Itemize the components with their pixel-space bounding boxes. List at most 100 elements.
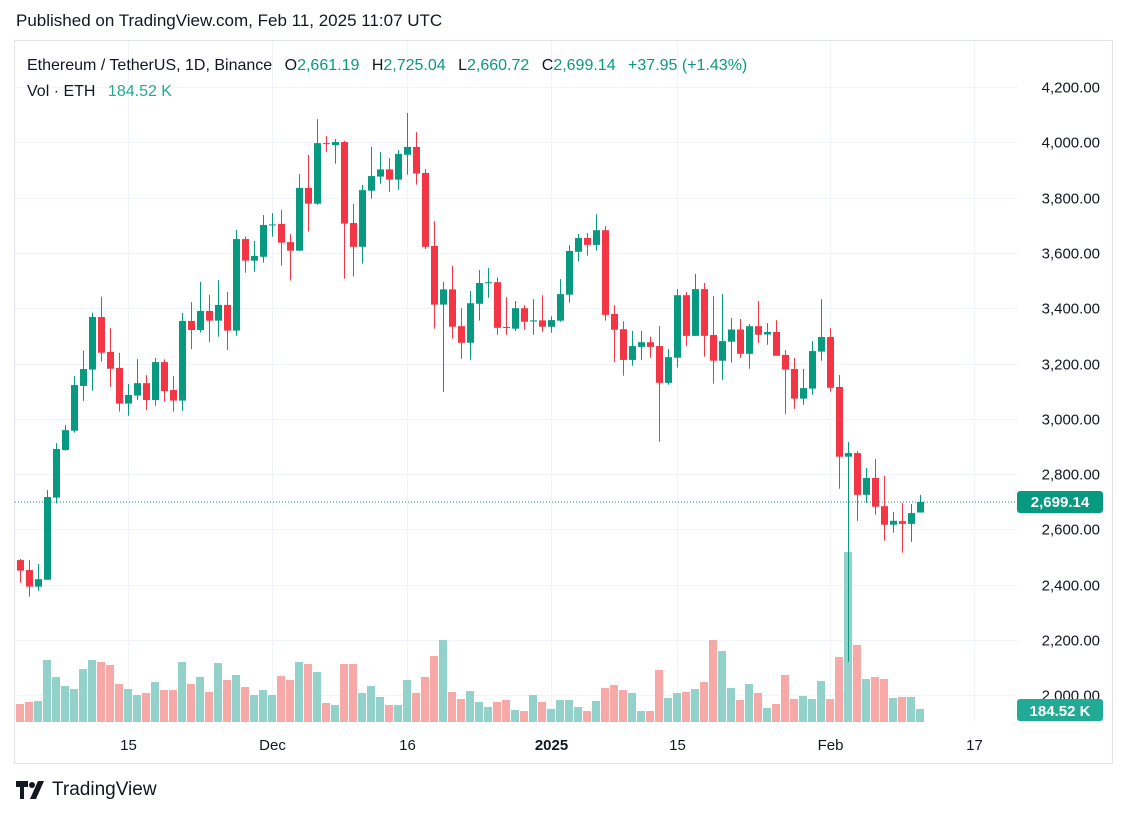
volume-bar bbox=[106, 665, 114, 722]
x-tick-label: 2025 bbox=[535, 737, 568, 754]
candle-body bbox=[53, 448, 60, 498]
volume-bar bbox=[871, 676, 879, 722]
chart-legend: Ethereum / TetherUS, 1D, Binance O2,661.… bbox=[27, 53, 747, 105]
candle bbox=[602, 226, 609, 321]
candle bbox=[395, 150, 402, 190]
volume-bar bbox=[187, 684, 195, 722]
volume-bar bbox=[295, 661, 303, 722]
candle-body bbox=[665, 357, 672, 383]
candle-body bbox=[242, 239, 249, 261]
candle bbox=[422, 169, 429, 250]
volume-bar bbox=[349, 664, 357, 722]
volume-bar bbox=[718, 650, 726, 722]
candle-body bbox=[476, 283, 483, 304]
candle-body bbox=[386, 169, 393, 180]
volume-bar bbox=[421, 676, 429, 722]
volume-bar bbox=[898, 696, 906, 722]
candle bbox=[755, 301, 762, 343]
volume-bar bbox=[754, 692, 762, 722]
candle-body bbox=[314, 143, 321, 204]
x-tick-label: Dec bbox=[259, 737, 286, 754]
volume-bar bbox=[313, 671, 321, 722]
volume-bar bbox=[430, 655, 438, 722]
candle bbox=[512, 301, 519, 331]
x-tick-label: 17 bbox=[966, 737, 983, 754]
candle-body bbox=[134, 383, 141, 396]
candle-body bbox=[116, 367, 123, 404]
volume-bar bbox=[151, 681, 159, 722]
candle bbox=[188, 302, 195, 350]
candle bbox=[161, 359, 168, 402]
candle bbox=[242, 236, 249, 273]
volume-bar bbox=[250, 695, 258, 722]
volume-bar bbox=[178, 661, 186, 722]
candle bbox=[359, 184, 366, 264]
volume-bar bbox=[412, 692, 420, 722]
candle bbox=[107, 328, 114, 387]
candle-body bbox=[332, 142, 339, 146]
volume-bar bbox=[160, 690, 168, 722]
candle-body bbox=[377, 169, 384, 177]
candle-body bbox=[296, 187, 303, 251]
candle bbox=[377, 151, 384, 184]
candle bbox=[890, 511, 897, 533]
volume-bar bbox=[817, 680, 825, 722]
time-axis[interactable]: 15 Dec 16 2025 15 Feb 17 bbox=[120, 737, 983, 754]
candle bbox=[386, 158, 393, 192]
volume-bar bbox=[403, 680, 411, 722]
candle-body bbox=[773, 331, 780, 356]
volume-bar bbox=[826, 699, 834, 722]
volume-bar bbox=[880, 679, 888, 722]
candle-body bbox=[827, 336, 834, 388]
candle-body bbox=[359, 190, 366, 247]
volume-bar bbox=[511, 710, 519, 722]
last-price-badge: 2,699.14 bbox=[1017, 490, 1103, 513]
candle-body bbox=[656, 346, 663, 383]
x-tick-label: 15 bbox=[120, 737, 137, 754]
volume-bar bbox=[700, 681, 708, 722]
candle bbox=[215, 279, 222, 337]
symbol-title[interactable]: Ethereum / TetherUS, 1D, Binance bbox=[27, 57, 273, 74]
candle-body bbox=[764, 331, 771, 335]
tradingview-logo-icon bbox=[16, 781, 44, 799]
candle-body bbox=[683, 295, 690, 336]
candle bbox=[548, 316, 555, 333]
last-price-label: 2,699.14 bbox=[1031, 494, 1090, 511]
candle bbox=[98, 296, 105, 362]
candle bbox=[656, 326, 663, 442]
candle-body bbox=[17, 560, 24, 571]
volume-bar bbox=[547, 708, 555, 722]
candle-body bbox=[692, 289, 699, 336]
candle bbox=[638, 330, 645, 360]
candle-body bbox=[548, 320, 555, 327]
candle-body bbox=[836, 387, 843, 457]
volume-bar bbox=[601, 687, 609, 722]
candle-body bbox=[800, 388, 807, 399]
volume-bar bbox=[25, 701, 33, 722]
candle bbox=[557, 279, 564, 322]
volume-bar bbox=[331, 705, 339, 722]
candle bbox=[719, 294, 726, 380]
candle bbox=[647, 336, 654, 358]
volume-bar bbox=[610, 685, 618, 722]
x-tick-label: 15 bbox=[669, 737, 686, 754]
candle bbox=[620, 321, 627, 376]
volume-bar bbox=[907, 696, 915, 722]
volume-bar bbox=[628, 692, 636, 722]
candle-body bbox=[647, 342, 654, 347]
candle-body bbox=[215, 304, 222, 321]
candle bbox=[593, 214, 600, 251]
price-axis[interactable]: 4,200.00 4,000.00 3,800.00 3,600.00 3,400.00… bbox=[1042, 80, 1100, 705]
volume-bar bbox=[835, 656, 843, 722]
volume-bar bbox=[520, 711, 528, 722]
candle bbox=[710, 296, 717, 384]
volume-bar bbox=[358, 692, 366, 722]
volume-bar bbox=[808, 699, 816, 722]
candle bbox=[350, 203, 357, 277]
y-tick-label: 3,600.00 bbox=[1042, 246, 1100, 263]
footer-logo[interactable]: TradingView bbox=[16, 779, 157, 801]
volume-bar bbox=[781, 675, 789, 722]
candle bbox=[62, 425, 69, 451]
candle-body bbox=[719, 341, 726, 361]
